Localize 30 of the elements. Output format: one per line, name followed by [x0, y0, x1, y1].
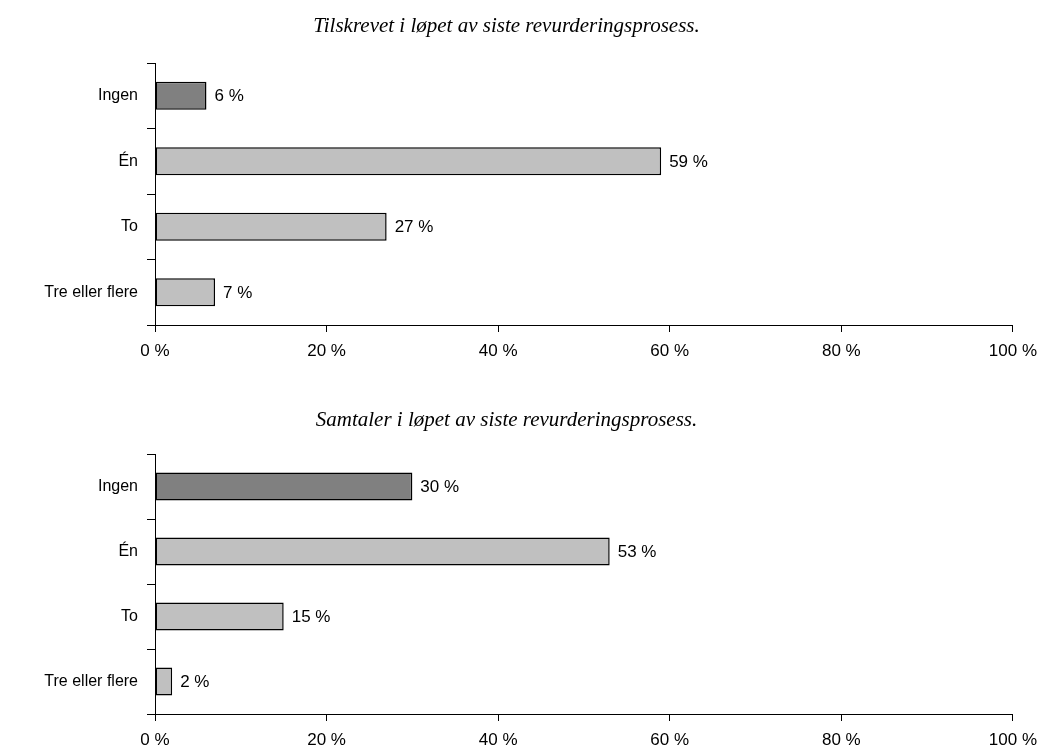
data-label: 15 %	[291, 607, 331, 627]
data-label: 2 %	[180, 672, 210, 692]
x-tick-label: 0 %	[140, 729, 170, 749]
x-tick-label: 60 %	[650, 340, 690, 360]
y-tick-label: Ingen	[97, 86, 138, 104]
x-tick-label: 20 %	[307, 729, 346, 749]
x-tick-label: 100 %	[988, 729, 1037, 749]
x-tick-label: 60 %	[650, 729, 690, 749]
y-tick-label: To	[121, 606, 139, 624]
x-tick-label: 80 %	[821, 340, 861, 360]
data-label: 6 %	[214, 86, 244, 106]
y-tick-label: Én	[118, 150, 138, 169]
data-label: 30 %	[420, 477, 460, 497]
x-tick-label: 40 %	[478, 729, 518, 749]
y-tick-label: Én	[118, 540, 138, 559]
x-tick-label: 80 %	[821, 729, 861, 749]
data-label: 27 %	[394, 217, 434, 237]
chart-title: Tilskrevet i løpet av siste revurderingsprosess.	[313, 12, 700, 37]
data-label: 7 %	[223, 282, 253, 302]
x-tick-label: 100 %	[988, 340, 1037, 360]
y-tick-label: Tre eller flere	[44, 671, 139, 689]
chart-title: Samtaler i løpet av siste revurderingsprosess.	[315, 406, 698, 431]
x-tick-label: 20 %	[307, 340, 346, 360]
data-label: 59 %	[669, 151, 708, 171]
y-tick-label: Ingen	[97, 476, 138, 494]
y-tick-label: To	[121, 217, 139, 235]
x-tick-label: 0 %	[140, 340, 170, 360]
data-label: 53 %	[617, 542, 657, 562]
y-tick-label: Tre eller flere	[44, 282, 139, 300]
x-tick-label: 40 %	[478, 340, 518, 360]
